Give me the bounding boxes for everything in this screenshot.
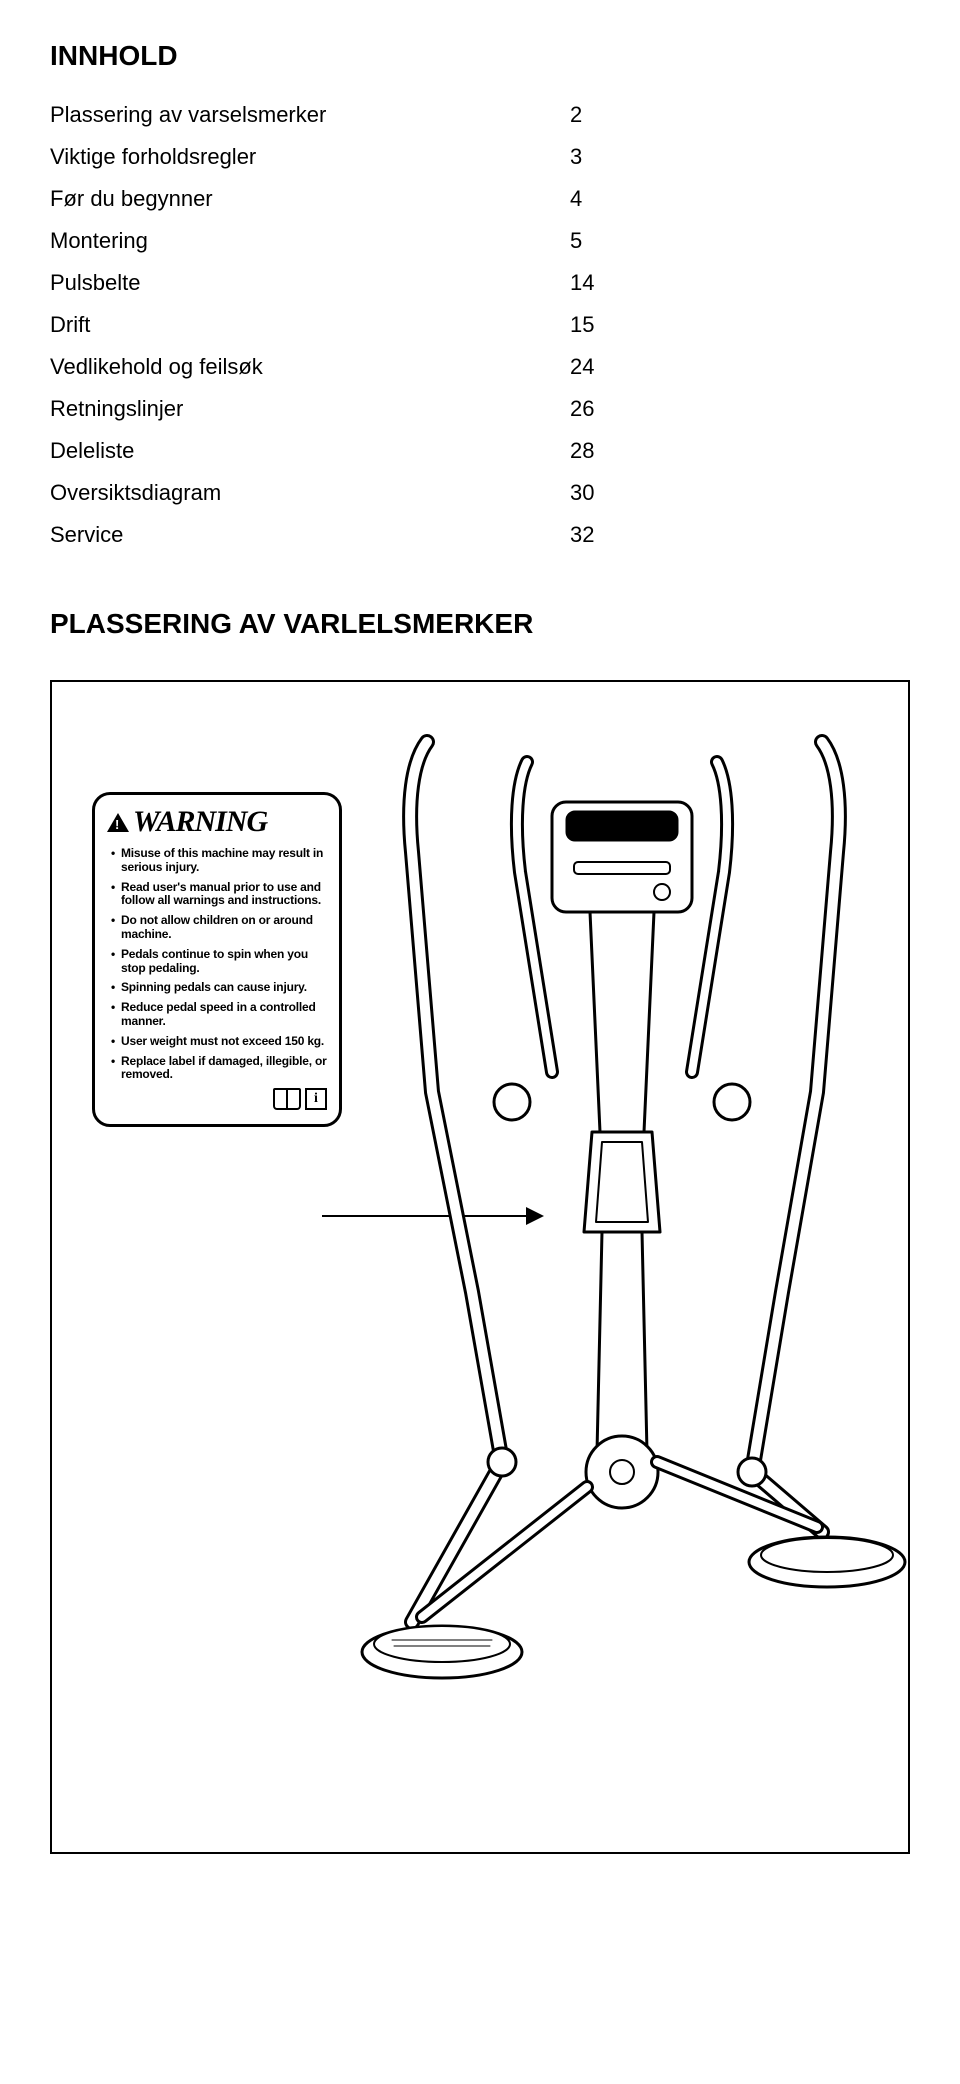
warning-item: Do not allow children on or around machi… — [111, 914, 327, 942]
toc-page: 3 — [570, 144, 630, 170]
toc-row: Oversiktsdiagram 30 — [50, 480, 910, 506]
toc-label: Oversiktsdiagram — [50, 480, 570, 506]
toc-page: 30 — [570, 480, 630, 506]
toc-label: Før du begynner — [50, 186, 570, 212]
warning-item: Reduce pedal speed in a controlled manne… — [111, 1001, 327, 1029]
toc-label: Drift — [50, 312, 570, 338]
toc-page: 24 — [570, 354, 630, 380]
warning-item: Pedals continue to spin when you stop pe… — [111, 948, 327, 976]
toc-label: Service — [50, 522, 570, 548]
warning-word: WARNING — [133, 805, 267, 839]
toc-row: Drift 15 — [50, 312, 910, 338]
warning-item: Spinning pedals can cause injury. — [111, 981, 327, 995]
page-title: INNHOLD — [50, 40, 910, 72]
table-of-contents: Plassering av varselsmerker 2 Viktige fo… — [50, 102, 910, 548]
toc-row: Viktige forholdsregler 3 — [50, 144, 910, 170]
warning-triangle-icon — [107, 813, 129, 832]
warning-label: WARNING Misuse of this machine may resul… — [92, 792, 342, 1127]
section-title: PLASSERING AV VARLELSMERKER — [50, 608, 910, 640]
toc-row: Før du begynner 4 — [50, 186, 910, 212]
warning-item: Replace label if damaged, illegible, or … — [111, 1055, 327, 1083]
toc-page: 15 — [570, 312, 630, 338]
warning-item: User weight must not exceed 150 kg. — [111, 1035, 327, 1049]
warning-header: WARNING — [107, 805, 327, 839]
warning-item: Misuse of this machine may result in ser… — [111, 847, 327, 875]
figure-container: WARNING Misuse of this machine may resul… — [50, 680, 910, 1854]
toc-label: Retningslinjer — [50, 396, 570, 422]
toc-page: 32 — [570, 522, 630, 548]
toc-label: Deleliste — [50, 438, 570, 464]
toc-label: Viktige forholdsregler — [50, 144, 570, 170]
toc-page: 14 — [570, 270, 630, 296]
toc-label: Plassering av varselsmerker — [50, 102, 570, 128]
warning-item: Read user's manual prior to use and foll… — [111, 881, 327, 909]
toc-page: 26 — [570, 396, 630, 422]
toc-page: 2 — [570, 102, 630, 128]
toc-label: Vedlikehold og feilsøk — [50, 354, 570, 380]
info-icons: i — [107, 1088, 327, 1110]
toc-page: 4 — [570, 186, 630, 212]
toc-row: Service 32 — [50, 522, 910, 548]
manual-book-icon — [273, 1088, 301, 1110]
toc-page: 28 — [570, 438, 630, 464]
toc-page: 5 — [570, 228, 630, 254]
toc-row: Vedlikehold og feilsøk 24 — [50, 354, 910, 380]
toc-row: Plassering av varselsmerker 2 — [50, 102, 910, 128]
toc-label: Pulsbelte — [50, 270, 570, 296]
toc-label: Montering — [50, 228, 570, 254]
toc-row: Deleliste 28 — [50, 438, 910, 464]
toc-row: Retningslinjer 26 — [50, 396, 910, 422]
info-icon: i — [305, 1088, 327, 1110]
elliptical-machine-illustration — [352, 712, 912, 1792]
warning-list: Misuse of this machine may result in ser… — [107, 847, 327, 1082]
toc-row: Pulsbelte 14 — [50, 270, 910, 296]
toc-row: Montering 5 — [50, 228, 910, 254]
